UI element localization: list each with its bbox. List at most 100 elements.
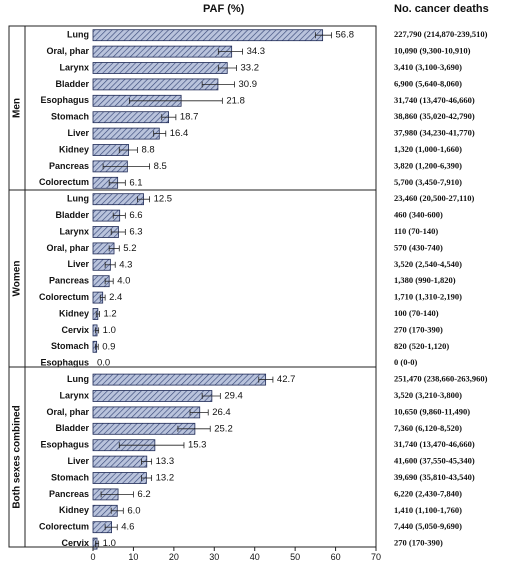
value-label-1-6: 2.4 — [109, 292, 122, 303]
deaths-label-0-9: 5,700 (3,450-7,910) — [394, 177, 462, 187]
category-label-2-8: Kidney — [59, 505, 89, 515]
deaths-label-0-3: 6,900 (5,640-8,060) — [394, 78, 462, 88]
value-label-1-3: 5.2 — [123, 243, 136, 254]
category-label-2-0: Lung — [67, 374, 89, 384]
category-label-1-10: Esophagus — [40, 358, 89, 368]
value-label-2-8: 6.0 — [127, 505, 140, 516]
category-label-1-9: Stomach — [51, 341, 89, 351]
deaths-label-0-5: 38,860 (35,020-42,790) — [394, 111, 475, 121]
value-label-0-3: 30.9 — [239, 79, 258, 90]
x-tick-label-1: 10 — [128, 552, 138, 562]
x-tick-label-6: 60 — [331, 552, 341, 562]
value-label-2-2: 26.4 — [212, 407, 231, 418]
x-tick-label-7: 70 — [371, 552, 381, 562]
deaths-header: No. cancer deaths — [394, 3, 489, 15]
value-label-2-7: 6.2 — [137, 489, 150, 500]
bar-0-5 — [92, 111, 170, 124]
value-label-1-9: 0.9 — [102, 341, 115, 352]
category-label-2-4: Esophagus — [40, 440, 89, 450]
x-tick-label-5: 50 — [290, 552, 300, 562]
category-label-2-9: Colorectum — [39, 522, 89, 532]
value-label-1-5: 4.0 — [117, 276, 130, 287]
bar-2-2 — [92, 406, 201, 419]
deaths-label-2-1: 3,520 (3,210-3,800) — [394, 390, 462, 400]
deaths-label-1-9: 820 (520-1,120) — [394, 341, 449, 351]
category-label-0-4: Esophagus — [40, 95, 89, 105]
deaths-label-0-1: 10,090 (9,300-10,910) — [394, 46, 471, 56]
value-label-1-10: 0.0 — [97, 358, 110, 369]
category-label-1-8: Cervix — [61, 325, 89, 335]
value-label-0-8: 8.5 — [154, 161, 167, 172]
deaths-label-1-2: 110 (70-140) — [394, 226, 438, 236]
value-label-2-10: 1.0 — [103, 538, 116, 549]
bar-2-6 — [92, 472, 147, 484]
category-label-2-3: Bladder — [55, 423, 89, 433]
bar-0-1 — [92, 45, 233, 58]
value-label-2-0: 42.7 — [277, 374, 296, 385]
deaths-label-2-0: 251,470 (238,660-263,960) — [394, 374, 488, 384]
value-label-1-1: 6.6 — [129, 210, 142, 221]
x-tick-label-0: 0 — [90, 552, 95, 562]
bar-0-2 — [92, 62, 228, 74]
category-label-1-3: Oral, phar — [46, 243, 89, 253]
value-label-0-1: 34.3 — [247, 46, 265, 57]
value-label-0-9: 6.1 — [129, 177, 142, 188]
deaths-label-0-4: 31,740 (13,470-46,660) — [394, 95, 475, 105]
category-label-0-7: Kidney — [59, 144, 89, 154]
deaths-label-2-5: 41,600 (37,550-45,340) — [394, 456, 475, 466]
value-label-2-3: 25.2 — [214, 423, 233, 434]
value-label-2-4: 15.3 — [188, 440, 207, 451]
deaths-label-2-2: 10,650 (9,860-11,490) — [394, 406, 470, 416]
x-tick-label-3: 30 — [209, 552, 219, 562]
bar-0-6 — [92, 127, 160, 140]
deaths-label-0-8: 3,820 (1,200-6,390) — [394, 160, 462, 170]
category-label-0-0: Lung — [67, 30, 89, 40]
value-label-2-6: 13.2 — [156, 473, 175, 484]
category-label-2-7: Pancreas — [49, 489, 89, 499]
deaths-label-2-4: 31,740 (13,470-46,660) — [394, 439, 475, 449]
value-label-0-2: 33.2 — [241, 63, 260, 74]
deaths-label-1-3: 570 (430-740) — [394, 242, 443, 252]
category-label-2-6: Stomach — [51, 472, 89, 482]
bar-0-3 — [92, 78, 219, 91]
category-label-2-1: Larynx — [59, 390, 89, 400]
deaths-label-1-8: 270 (170-390) — [394, 324, 443, 334]
value-label-2-9: 4.6 — [121, 522, 134, 533]
deaths-label-1-5: 1,380 (990-1,820) — [394, 275, 456, 285]
category-label-2-10: Cervix — [61, 538, 89, 548]
deaths-label-0-0: 227,790 (214,870-239,510) — [394, 29, 488, 39]
deaths-label-1-7: 100 (70-140) — [394, 308, 439, 318]
category-label-1-2: Larynx — [59, 226, 89, 236]
group-label-0: Men — [12, 98, 23, 118]
category-label-0-3: Bladder — [55, 79, 89, 89]
category-label-2-2: Oral, phar — [46, 407, 89, 417]
bar-2-5 — [92, 455, 148, 468]
x-tick-label-2: 20 — [169, 552, 179, 562]
deaths-label-1-1: 460 (340-600) — [394, 210, 443, 220]
bar-2-1 — [92, 390, 213, 402]
deaths-label-2-3: 7,360 (6,120-8,520) — [394, 423, 462, 433]
value-label-1-8: 1.0 — [103, 325, 116, 336]
deaths-label-2-7: 6,220 (2,430-7,840) — [394, 488, 462, 498]
deaths-label-1-0: 23,460 (20,500-27,110) — [394, 193, 474, 203]
category-label-0-6: Liver — [67, 128, 89, 138]
deaths-label-1-6: 1,710 (1,310-2,190) — [394, 292, 462, 302]
deaths-label-0-6: 37,980 (34,230-41,770) — [394, 128, 475, 138]
deaths-label-2-6: 39,690 (35,810-43,540) — [394, 472, 475, 482]
deaths-label-0-2: 3,410 (3,100-3,690) — [394, 62, 462, 72]
category-label-1-0: Lung — [67, 194, 89, 204]
category-label-0-2: Larynx — [59, 62, 89, 72]
value-label-0-6: 16.4 — [170, 128, 189, 139]
bar-0-0 — [92, 29, 324, 42]
group-label-1: Women — [12, 261, 23, 297]
category-label-0-8: Pancreas — [49, 161, 89, 171]
category-label-0-1: Oral, phar — [46, 46, 89, 56]
bar-2-0 — [92, 373, 267, 386]
value-label-0-4: 21.8 — [226, 95, 245, 106]
value-label-2-1: 29.4 — [224, 391, 243, 402]
value-label-2-5: 13.3 — [156, 456, 175, 467]
value-label-1-4: 4.3 — [119, 259, 132, 270]
category-label-2-5: Liver — [67, 456, 89, 466]
category-label-1-1: Bladder — [55, 210, 89, 220]
